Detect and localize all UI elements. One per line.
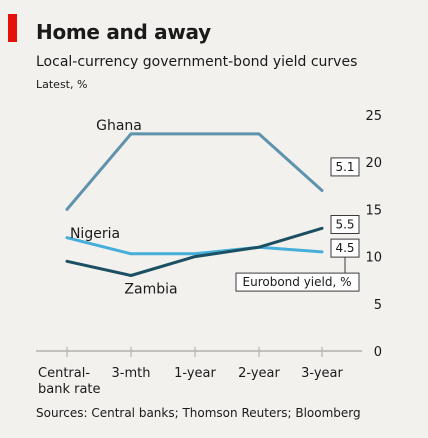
chart-title: Home and away (36, 20, 211, 44)
series-line-zambia (65, 226, 324, 277)
series-label-ghana: Ghana (96, 118, 142, 134)
x-tick-label: Central-bank rate (38, 366, 101, 397)
y-tick-label: 10 (365, 251, 382, 266)
eurobond-value-label: 4.5 (335, 241, 354, 255)
y-tick-label: 5 (374, 298, 382, 313)
y-tick-label: 15 (365, 203, 382, 218)
x-tick-label: 3-year (301, 366, 343, 381)
y-tick-label: 0 (374, 345, 382, 360)
eurobond-note-box (235, 272, 360, 292)
series-label-zambia: Zambia (124, 281, 177, 297)
x-tick-label: 3-mth (112, 366, 151, 381)
eurobond-value-label: 5.5 (335, 218, 354, 232)
x-tick-label: 2-year (238, 366, 280, 381)
series-line-nigeria (65, 236, 324, 256)
eurobond-value-box (330, 157, 360, 177)
chart-subtitle: Local-currency government-bond yield cur… (36, 54, 358, 70)
y-tick-label: 20 (365, 156, 382, 171)
source-note: Sources: Central banks; Thomson Reuters;… (36, 406, 361, 420)
units-label: Latest, % (36, 78, 88, 91)
brand-accent-bar (8, 14, 17, 42)
series-line-ghana (65, 132, 324, 211)
series-label-nigeria: Nigeria (70, 226, 120, 242)
eurobond-value-label: 5.1 (335, 160, 354, 174)
x-tick-label: 1-year (174, 366, 216, 381)
eurobond-note-label: Eurobond yield, % (243, 275, 352, 289)
y-tick-label: 25 (365, 109, 382, 124)
eurobond-value-box (330, 215, 360, 235)
